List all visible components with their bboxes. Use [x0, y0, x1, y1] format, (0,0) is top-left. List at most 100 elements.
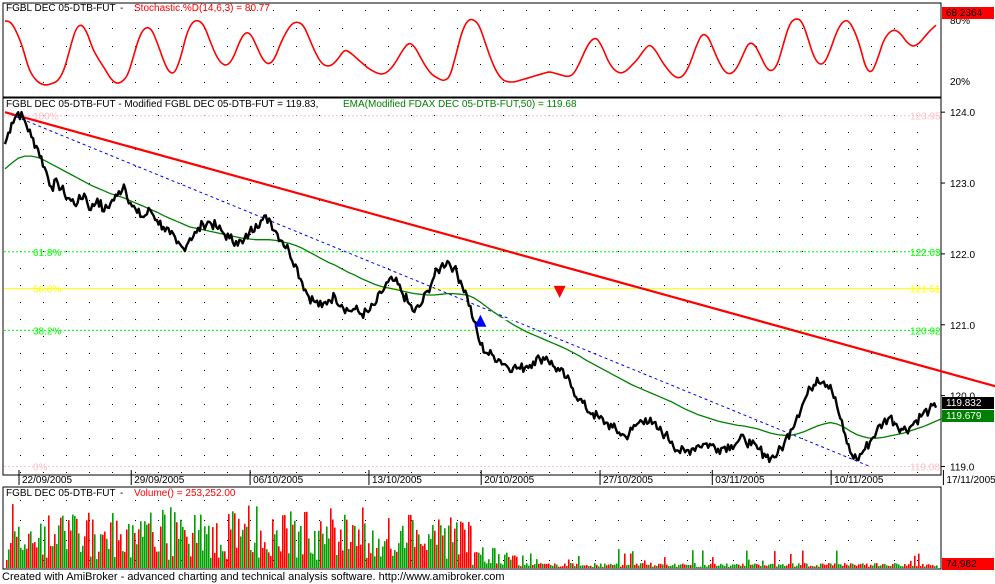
volume-bar [134, 532, 136, 568]
grid-dot [572, 540, 573, 541]
grid-dot [227, 387, 228, 388]
volume-bar [156, 551, 158, 568]
grid-dot [434, 438, 435, 439]
grid-dot [894, 438, 895, 439]
volume-bar [282, 515, 284, 568]
volume-bar [244, 523, 246, 568]
grid-dot [595, 268, 596, 269]
grid-dot [388, 353, 389, 354]
grid-dot [641, 520, 642, 521]
grid-dot [503, 115, 504, 116]
grid-dot [618, 421, 619, 422]
volume-bar [844, 563, 846, 568]
grid-dot [710, 560, 711, 561]
volume-bar [248, 505, 250, 568]
volume-bar [152, 532, 154, 568]
volume-bar [236, 547, 238, 568]
grid-dot [342, 149, 343, 150]
grid-dot [756, 336, 757, 337]
grid-dot [250, 149, 251, 150]
grid-dot [641, 200, 642, 201]
volume-bar [864, 564, 866, 568]
stochastic-symbol: FGBL DEC 05-DTB-FUT [6, 3, 116, 14]
volume-bar [54, 534, 56, 568]
grid-dot [365, 370, 366, 371]
volume-bar [62, 515, 64, 568]
volume-bar [896, 563, 898, 568]
volume-bar [584, 565, 586, 568]
grid-dot [687, 200, 688, 201]
grid-dot [388, 500, 389, 501]
grid-dot [825, 10, 826, 11]
grid-dot [135, 500, 136, 501]
grid-dot [480, 10, 481, 11]
volume-bar [574, 566, 576, 568]
grid-dot [158, 28, 159, 29]
grid-dot [66, 234, 67, 235]
volume-bar [632, 551, 634, 568]
grid-dot [825, 302, 826, 303]
grid-dot [549, 234, 550, 235]
grid-dot [181, 166, 182, 167]
grid-dot [825, 183, 826, 184]
volume-bar [616, 563, 618, 568]
volume-bar [936, 565, 938, 568]
volume-bar [846, 564, 848, 568]
grid-dot [917, 10, 918, 11]
volume-bar [676, 566, 678, 568]
volume-bar [144, 521, 146, 568]
volume-bar [68, 520, 70, 568]
grid-dot [687, 319, 688, 320]
grid-dot [733, 268, 734, 269]
stochastic-value-label: 68.2364 [946, 8, 983, 19]
grid-dot [250, 438, 251, 439]
grid-dot [434, 28, 435, 29]
volume-bar [40, 523, 42, 568]
volume-bar [508, 556, 510, 568]
grid-dot [227, 540, 228, 541]
grid-dot [917, 234, 918, 235]
grid-dot [273, 336, 274, 337]
grid-dot [66, 421, 67, 422]
grid-dot [296, 183, 297, 184]
volume-bar [772, 563, 774, 568]
price-ema-label: EMA(Modified FDAX DEC 05-DTB-FUT,50) = 1… [343, 99, 577, 110]
volume-bar [60, 517, 62, 568]
grid-dot [825, 285, 826, 286]
volume-bar [820, 563, 822, 568]
volume-bar [674, 563, 676, 568]
volume-bar [208, 525, 210, 568]
grid-dot [250, 234, 251, 235]
grid-dot [802, 520, 803, 521]
grid-dot [273, 404, 274, 405]
grid-dot [526, 285, 527, 286]
grid-dot [917, 82, 918, 83]
grid-dot [595, 234, 596, 235]
volume-bar [212, 527, 214, 568]
volume-bar [184, 530, 186, 568]
volume-bar [438, 519, 440, 568]
grid-dot [250, 404, 251, 405]
grid-dot [66, 455, 67, 456]
grid-dot [89, 268, 90, 269]
grid-dot [20, 472, 21, 473]
grid-dot [572, 217, 573, 218]
grid-dot [181, 200, 182, 201]
grid-dot [710, 183, 711, 184]
grid-dot [710, 520, 711, 521]
grid-dot [549, 404, 550, 405]
volume-bar [628, 564, 630, 568]
grid-dot [434, 520, 435, 521]
volume-bar [904, 563, 906, 568]
grid-dot [871, 251, 872, 252]
grid-dot [158, 472, 159, 473]
grid-dot [733, 353, 734, 354]
volume-bar [878, 565, 880, 568]
grid-dot [595, 183, 596, 184]
volume-bar [700, 566, 702, 568]
volume-bar [250, 549, 252, 568]
grid-dot [411, 268, 412, 269]
volume-bar [418, 534, 420, 568]
volume-bar [842, 565, 844, 568]
volume-bar [354, 525, 356, 568]
